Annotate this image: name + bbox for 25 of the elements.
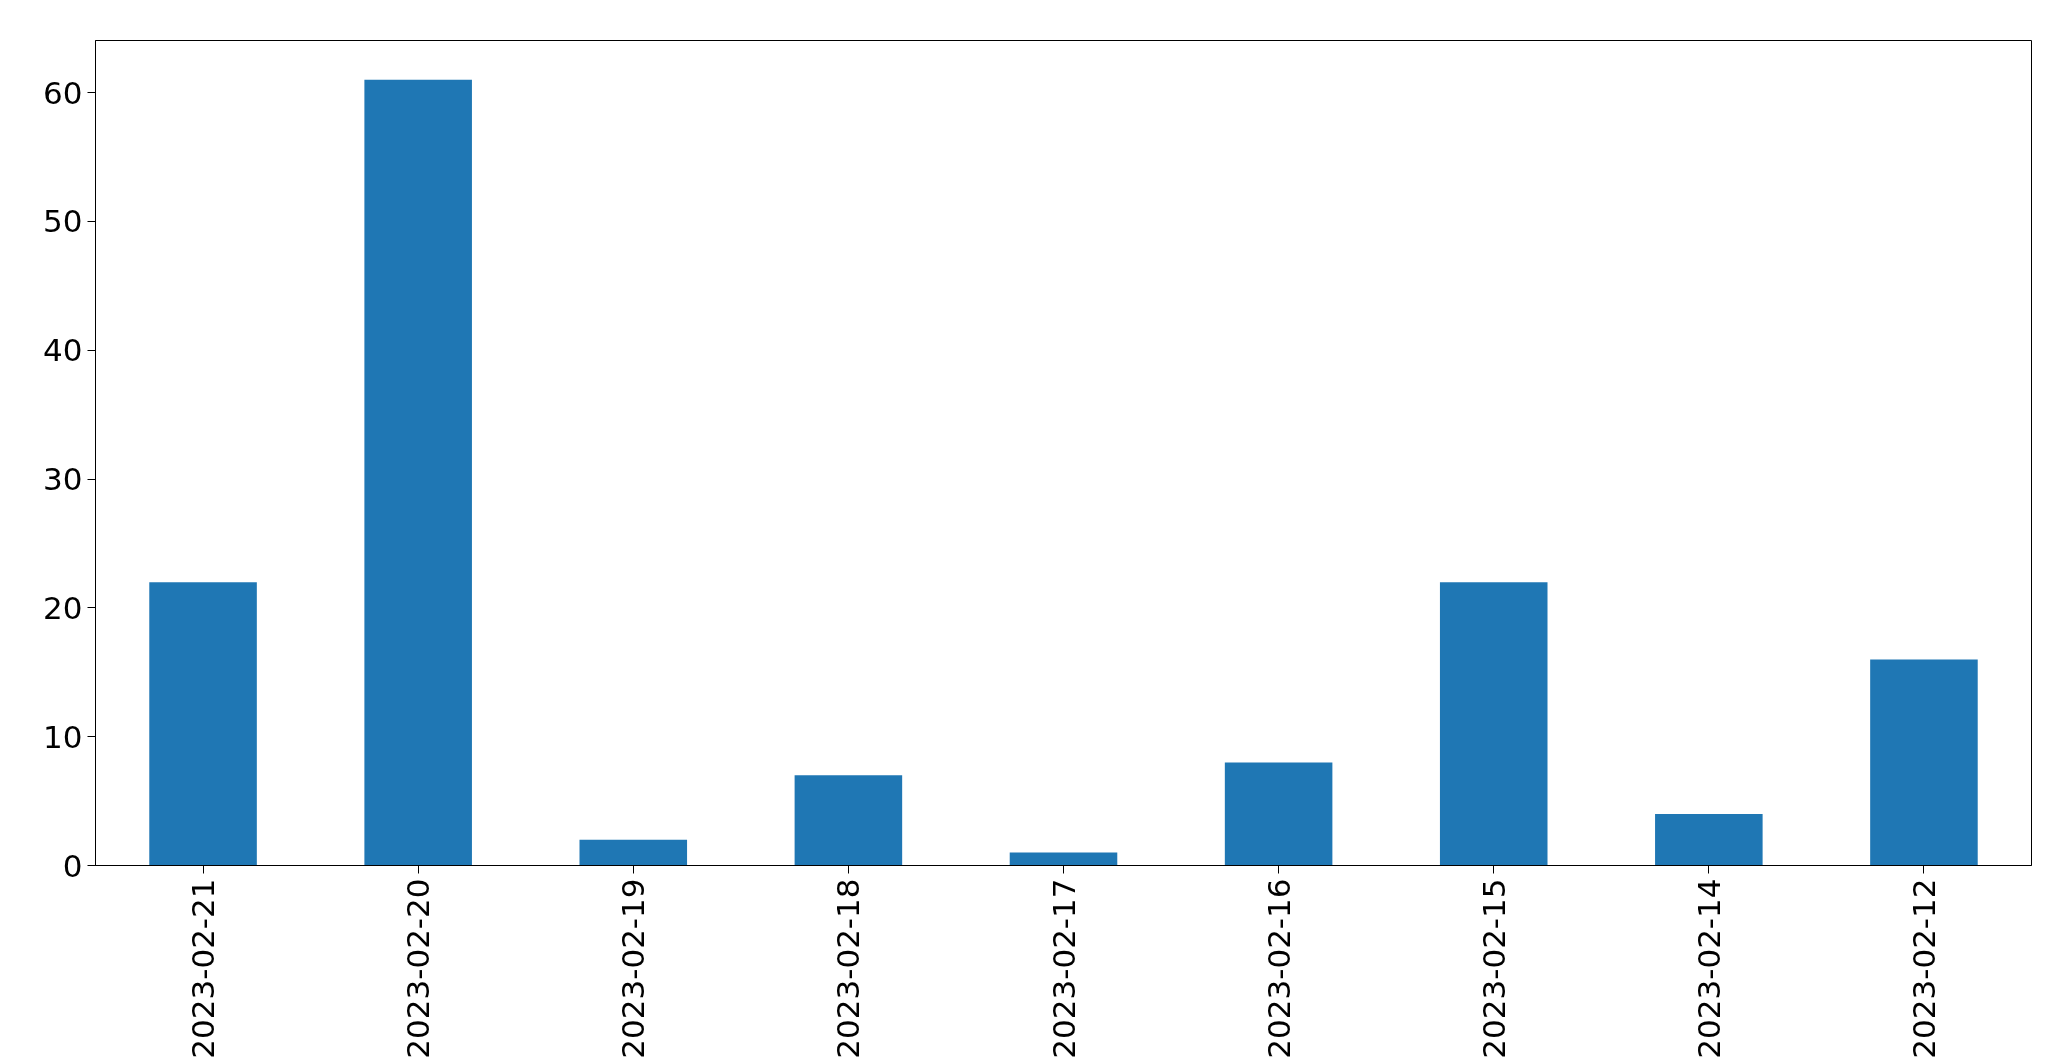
x-tick-label: 2023-02-16 bbox=[1260, 878, 1297, 1059]
y-tick-label: 60 bbox=[43, 74, 83, 111]
bar bbox=[149, 582, 257, 866]
bar bbox=[1655, 813, 1763, 866]
x-tick-label: 2023-02-17 bbox=[1045, 878, 1082, 1059]
y-tick-label: 10 bbox=[43, 718, 83, 755]
bar bbox=[579, 839, 688, 866]
x-tick-label: 2023-02-14 bbox=[1690, 878, 1727, 1059]
x-tick-label: 2023-02-21 bbox=[185, 878, 222, 1059]
x-tick-label: 2023-02-12 bbox=[1905, 878, 1942, 1059]
y-tick-label: 40 bbox=[43, 332, 83, 369]
bar bbox=[794, 775, 903, 866]
bar bbox=[364, 79, 472, 866]
bar bbox=[1009, 852, 1118, 866]
x-tick-label: 2023-02-20 bbox=[400, 878, 437, 1059]
y-tick-label: 20 bbox=[43, 589, 83, 626]
x-tick-label: 2023-02-18 bbox=[830, 878, 867, 1059]
bar bbox=[1439, 582, 1548, 866]
x-tick-label: 2023-02-15 bbox=[1475, 878, 1512, 1059]
y-tick-label: 30 bbox=[43, 461, 83, 498]
y-tick-label: 50 bbox=[43, 203, 83, 240]
y-tick-label: 0 bbox=[62, 847, 83, 884]
bar bbox=[1870, 659, 1978, 866]
bar bbox=[1224, 762, 1333, 866]
x-tick-label: 2023-02-19 bbox=[615, 878, 652, 1059]
